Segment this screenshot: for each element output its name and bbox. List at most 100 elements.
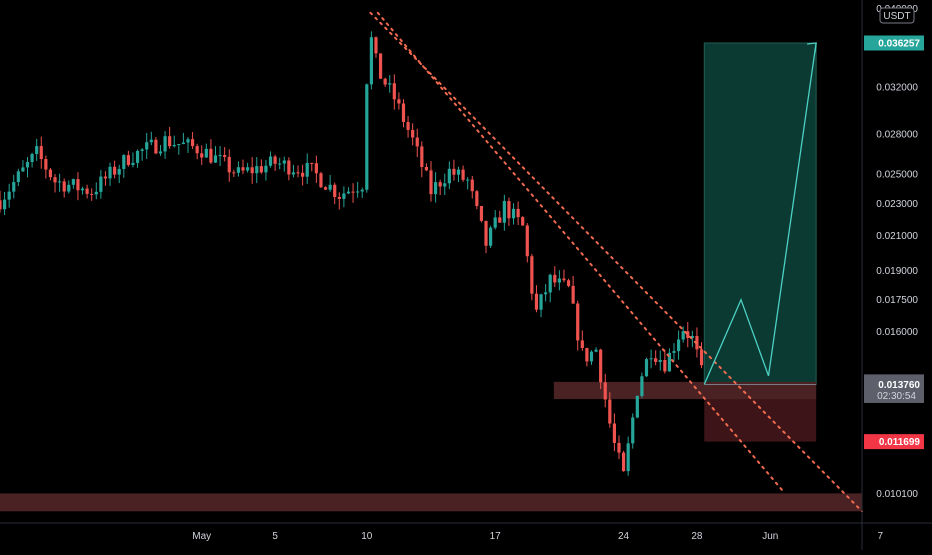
candle-body [53,177,57,183]
candle-body [351,191,355,193]
y-tick-label: 0.025000 [876,170,918,181]
candle-body [200,153,204,158]
candle-body [328,184,332,190]
candle-body [90,193,94,195]
candle-body [392,83,396,100]
candle-body [117,168,121,175]
candle-body [502,201,506,223]
candle-body [227,156,231,173]
candle-body [576,303,580,341]
candle-body [433,182,438,195]
price-badge-label: 0.036257 [878,39,920,50]
candle-body [507,201,511,219]
candle-body [145,142,149,150]
support-zone[interactable] [553,381,817,400]
x-tick-label: Jun [762,531,778,542]
y-tick-label: 0.023000 [876,199,918,210]
candle-body [218,155,222,157]
candle-body [204,148,208,158]
candle-body [461,169,465,180]
candle-body [369,37,373,85]
candle-body [548,274,552,293]
candle-body [443,183,447,187]
candle-body [649,358,653,360]
candle-body [456,169,461,175]
candle-body [580,340,584,348]
candle-body [250,167,254,174]
candle-body [415,137,419,147]
x-tick-label: 28 [691,531,703,542]
x-tick-label: 10 [361,531,373,542]
candle-body [39,146,43,160]
candle-body [209,148,213,163]
candle-body [699,349,704,366]
candle-body [236,167,241,173]
target-zone[interactable] [703,42,817,385]
candle-body [278,163,282,165]
candle-body [438,182,442,187]
projection-path[interactable] [703,42,817,385]
candle-body [0,200,2,210]
candle-body [690,335,694,338]
candle-body [530,256,534,294]
candle-body [621,452,626,472]
candle-body [301,172,305,177]
candle-body [585,347,589,362]
candle-body [466,179,470,181]
candle-body [346,191,351,194]
y-tick-label: 0.016000 [876,327,918,338]
upper-trendline[interactable] [369,11,863,513]
price-badge[interactable] [864,434,924,450]
candle-body [640,376,644,396]
candle-body [268,156,273,166]
candle-body [135,150,140,163]
candle-countdown: 02:30:54 [877,391,916,402]
candle-body [140,149,144,151]
price-badge-label: 0.013760 [878,380,920,391]
candle-body [58,181,62,183]
candle-body [612,423,617,443]
candle-body [360,189,364,192]
candle-body [521,217,525,226]
candle-body [489,227,493,246]
candle-body [667,352,672,372]
candle-body [245,167,250,171]
x-tick-label: 24 [618,531,630,542]
currency-badge[interactable] [879,7,915,24]
price-badge[interactable] [864,376,924,403]
candle-body [557,278,561,283]
candle-body [158,151,163,154]
candle-body [608,399,612,424]
candle-body [383,78,387,85]
candle-body [122,155,126,169]
candle-body [154,139,158,154]
candle-body [420,146,424,167]
candle-body [223,155,227,157]
candle-body [447,168,451,184]
projection-arrowhead [807,42,817,53]
candle-body [7,191,11,200]
candle-body [314,163,318,174]
y-tick-label: 0.010100 [876,489,918,500]
x-tick-label: 7 [878,531,884,542]
candle-body [195,146,199,154]
candle-body [103,176,108,179]
candle-body [475,191,479,206]
candle-body [85,188,89,194]
bottom-support-zone[interactable] [0,493,862,512]
candle-body [342,193,346,199]
candle-body [571,285,575,304]
candle-body [617,442,621,453]
y-tick-label: 0.021000 [876,231,918,242]
candle-body [80,188,85,191]
candle-body [2,199,7,210]
lower-trendline[interactable] [376,11,786,495]
candle-body [603,382,607,400]
candle-body [232,172,236,174]
candle-body [553,274,557,283]
candle-body [562,278,566,281]
candle-body [663,359,667,372]
price-badge[interactable] [864,35,924,51]
candle-body [658,359,662,362]
